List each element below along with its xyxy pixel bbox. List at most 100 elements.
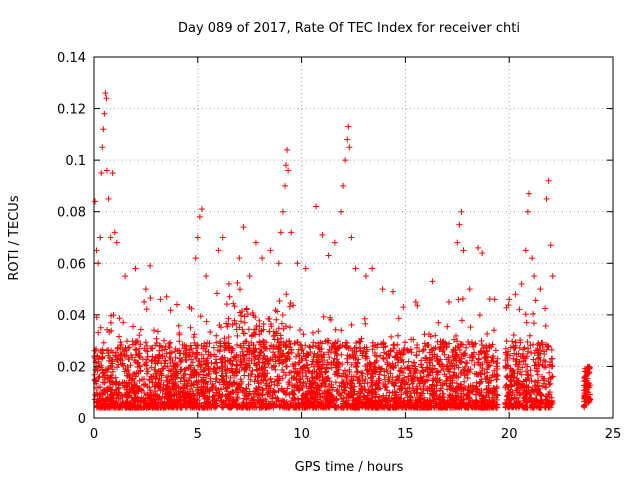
data-point [412,298,419,305]
data-point [313,203,320,210]
data-point [522,247,529,254]
data-point [283,162,290,169]
y-tick-label: 0.12 [57,103,86,118]
data-point [352,265,359,272]
data-point [466,286,473,293]
data-point [454,239,461,246]
data-point [325,252,332,259]
data-point [460,247,467,254]
data-point [95,260,102,267]
data-point [547,242,554,249]
data-point [105,195,112,202]
x-tick-label: 5 [194,427,202,442]
y-tick-label: 0.04 [57,309,86,324]
data-point [348,234,355,241]
data-point [512,291,519,298]
x-tick-label: 15 [397,427,414,442]
data-point [537,286,544,293]
data-point [277,229,284,236]
data-points [92,90,556,311]
data-point [281,182,288,189]
data-point [479,249,486,256]
data-point [340,182,347,189]
data-point [98,170,105,177]
data-point [456,221,463,228]
data-point [103,95,110,102]
data-point [319,231,326,238]
data-point [275,260,282,267]
data-point [246,273,253,280]
data-point [294,260,301,267]
data-point [338,208,345,215]
data-point [203,273,210,280]
plot-frame [93,56,614,419]
data-point [369,265,376,272]
data-point [549,273,556,280]
data-point [109,170,116,177]
data-point [531,273,538,280]
y-axis-label: ROTI / TECUs [7,195,22,280]
data-point [252,239,259,246]
data-point [92,198,99,205]
data-point [525,190,532,197]
data-point [506,296,513,303]
data-point [97,234,104,241]
data-point [236,255,243,262]
data-point [101,110,108,117]
data-point [192,255,199,262]
data-point [344,136,351,143]
data-point [362,273,369,280]
data-point [174,301,181,308]
data-point [529,255,536,262]
data-point [142,286,149,293]
data-point [429,278,436,285]
data-point [331,239,338,246]
data-point [342,157,349,164]
data-point [279,208,286,215]
data-point [458,208,465,215]
data-point [379,286,386,293]
y-tick-label: 0.1 [65,154,86,169]
x-tick-label: 20 [501,427,518,442]
data-point [545,177,552,184]
data-point [194,234,201,241]
data-point [215,247,222,254]
y-tick-label: 0.14 [57,51,86,66]
data-point [102,90,109,97]
y-tick-label: 0 [78,412,86,427]
data-point [491,296,498,303]
data-point [240,224,247,231]
data-point [225,280,232,287]
data-point [113,239,120,246]
y-tick-label: 0.02 [57,360,86,375]
data-point [157,296,164,303]
data-point [288,229,295,236]
data-point [524,208,531,215]
data-point [445,298,452,305]
x-axis-label: GPS time / hours [295,460,404,475]
chart-title: Day 089 of 2017, Rate Of TEC Index for r… [178,21,520,36]
data-point [100,126,107,133]
y-tick-label: 0.08 [57,206,86,221]
x-tick-label: 25 [605,427,622,442]
data-point [259,255,266,262]
data-point [475,244,482,251]
data-point [99,144,106,151]
data-point [111,229,118,236]
y-tick-label: 0.06 [57,257,86,272]
dense-data-cloud [91,279,594,411]
data-point [103,167,110,174]
axis-ticks: 0 0.02 0.04 0.06 0.08 0.1 0.12 0.14 0 5 10 15 20 25 [57,51,621,442]
data-point [267,247,274,254]
data-point [198,206,205,213]
data-point [518,280,525,287]
data-point [107,234,114,241]
x-tick-label: 10 [293,427,310,442]
data-point [284,146,291,153]
data-point [163,293,170,300]
data-point [389,288,396,295]
data-point [285,167,292,174]
data-point [196,213,203,220]
data-point [302,265,309,272]
